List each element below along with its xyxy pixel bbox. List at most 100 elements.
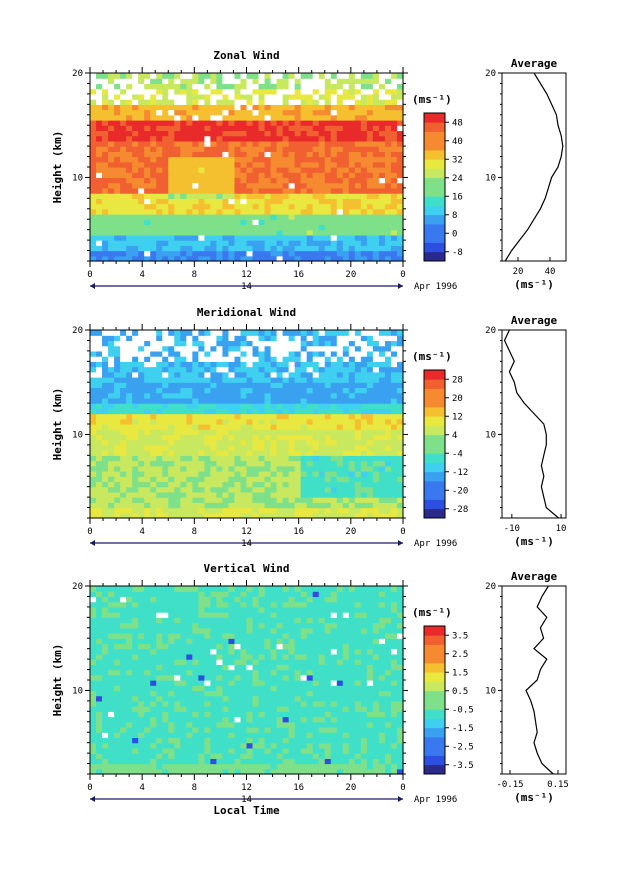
- heatmap-cell: [384, 229, 392, 236]
- heatmap-cell: [222, 434, 230, 441]
- heatmap-cell: [396, 711, 404, 718]
- heatmap-cell: [150, 146, 157, 152]
- heatmap-cell: [186, 742, 193, 749]
- heatmap-cell: [210, 685, 217, 692]
- heatmap-cell: [246, 737, 254, 744]
- heatmap-cell: [342, 140, 350, 147]
- heatmap-cell: [192, 114, 199, 121]
- heatmap-cell: [354, 387, 362, 394]
- heatmap-cell: [192, 711, 199, 718]
- heatmap-cell: [114, 208, 121, 215]
- heatmap-cell: [282, 408, 290, 415]
- heatmap-cell: [210, 177, 217, 184]
- heatmap-cell: [174, 758, 181, 765]
- heatmap-cell: [324, 455, 332, 462]
- heatmap-cell: [366, 747, 374, 754]
- heatmap-cell: [258, 486, 266, 493]
- heatmap-cell: [276, 727, 284, 733]
- heatmap-cell: [228, 350, 236, 357]
- heatmap-cell: [282, 429, 290, 436]
- colorbar-band: [424, 397, 445, 408]
- x-tick-label: 12: [241, 270, 252, 280]
- heatmap-cell: [378, 397, 386, 404]
- heatmap-cell: [96, 161, 103, 168]
- heatmap-cell: [228, 690, 236, 697]
- heatmap-cell: [372, 93, 380, 100]
- heatmap-cell: [282, 471, 290, 477]
- heatmap-cell: [342, 491, 350, 498]
- heatmap-cell: [378, 177, 386, 184]
- y-tick-label: 20: [72, 69, 83, 79]
- heatmap-cell: [168, 167, 175, 173]
- heatmap-cell: [318, 706, 326, 712]
- heatmap-cell: [102, 255, 109, 262]
- heatmap-cell: [270, 371, 278, 378]
- heatmap-cell: [348, 229, 356, 236]
- heatmap-cell: [162, 167, 169, 173]
- heatmap-cell: [126, 392, 133, 399]
- heatmap-cell: [150, 73, 157, 79]
- heatmap-cell: [258, 700, 266, 707]
- heatmap-cell: [186, 439, 193, 446]
- heatmap-cell: [390, 377, 398, 383]
- heatmap-cell: [150, 690, 157, 697]
- heatmap-cell: [282, 497, 290, 503]
- heatmap-cell: [90, 690, 97, 697]
- heatmap-cell: [192, 88, 199, 95]
- heatmap-cell: [108, 706, 115, 712]
- heatmap-cell: [282, 768, 290, 775]
- heatmap-cell: [120, 491, 127, 498]
- heatmap-cell: [366, 340, 374, 347]
- heatmap-cell: [354, 486, 362, 493]
- heatmap-cell: [156, 706, 163, 712]
- heatmap-cell: [162, 700, 169, 707]
- heatmap-cell: [90, 93, 97, 100]
- heatmap-cell: [312, 721, 320, 728]
- heatmap-cell: [306, 450, 314, 456]
- heatmap-cell: [324, 361, 332, 368]
- heatmap-cell: [156, 732, 163, 739]
- heatmap-cell: [366, 763, 374, 770]
- heatmap-cell: [198, 366, 205, 373]
- heatmap-cell: [378, 711, 386, 718]
- heatmap-cell: [120, 93, 127, 100]
- heatmap-cell: [198, 208, 205, 215]
- heatmap-cell: [150, 167, 157, 173]
- heatmap-cell: [228, 512, 236, 519]
- heatmap-cell: [174, 203, 181, 210]
- heatmap-cell: [228, 392, 236, 399]
- heatmap-cell: [222, 732, 230, 739]
- heatmap-cell: [288, 172, 296, 179]
- heatmap-cell: [192, 350, 199, 357]
- heatmap-cell: [228, 93, 236, 100]
- heatmap-cell: [186, 690, 193, 697]
- heatmap-cell: [228, 177, 236, 184]
- heatmap-cell: [360, 727, 368, 733]
- heatmap-cell: [234, 491, 242, 498]
- heatmap-cell: [228, 695, 236, 702]
- heatmap-cell: [252, 768, 260, 775]
- heatmap-cell: [168, 465, 175, 472]
- heatmap-cell: [150, 507, 157, 514]
- heatmap-cell: [132, 109, 139, 116]
- heatmap-cell: [342, 109, 350, 116]
- heatmap-cell: [288, 130, 296, 137]
- heatmap-cell: [120, 240, 127, 246]
- heatmap-cell: [156, 345, 163, 352]
- heatmap-cell: [162, 208, 169, 215]
- colorbar-tick-label: -12: [452, 468, 468, 478]
- heatmap-cell: [282, 130, 290, 137]
- heatmap-cell: [204, 161, 211, 168]
- heatmap-cell: [198, 335, 205, 342]
- heatmap-cell: [192, 387, 199, 394]
- heatmap-cell: [396, 203, 404, 210]
- heatmap-cell: [318, 753, 326, 759]
- heatmap-cell: [144, 109, 151, 116]
- heatmap-cell: [180, 340, 187, 347]
- heatmap-cell: [108, 392, 115, 399]
- heatmap-cell: [216, 481, 224, 488]
- heatmap-cell: [264, 460, 272, 467]
- heatmap-cell: [186, 255, 193, 262]
- heatmap-cell: [288, 167, 296, 173]
- heatmap-cell: [192, 403, 199, 409]
